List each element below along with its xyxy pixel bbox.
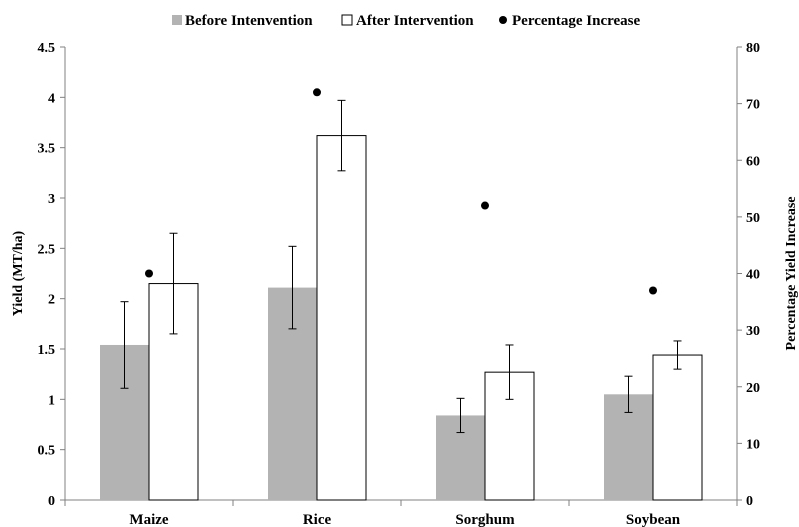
left-tick-label: 1.5 — [38, 343, 56, 358]
left-tick-label: 0 — [48, 494, 55, 509]
left-tick-label: 1 — [48, 393, 55, 408]
legend-swatch-after — [341, 14, 353, 26]
percentage-increase-point — [145, 269, 153, 278]
left-tick-label: 4 — [48, 91, 55, 106]
left-tick-label: 3.5 — [38, 142, 56, 157]
right-tick-label: 0 — [746, 494, 753, 509]
left-tick-label: 4.5 — [38, 41, 56, 56]
category-label: Rice — [303, 512, 332, 527]
left-tick-label: 3 — [48, 192, 55, 207]
right-tick-label: 60 — [746, 154, 760, 169]
right-tick-label: 40 — [746, 268, 760, 283]
right-tick-label: 10 — [746, 437, 760, 452]
right-tick-label: 70 — [746, 98, 760, 113]
left-tick-label: 0.5 — [38, 444, 56, 459]
right-tick-label: 80 — [746, 41, 760, 56]
percentage-increase-point — [481, 201, 489, 210]
right-tick-label: 50 — [746, 211, 760, 226]
left-tick-label: 2.5 — [38, 242, 56, 257]
legend-swatch-before — [172, 15, 182, 25]
legend-label-after: After Intervention — [356, 13, 474, 29]
percentage-increase-point — [649, 286, 657, 295]
category-label: Sorghum — [455, 512, 515, 527]
category-label: Soybean — [626, 512, 681, 527]
legend: Before Intenvention After Intervention Per… — [172, 13, 640, 29]
right-tick-label: 30 — [746, 324, 760, 339]
bars — [100, 135, 703, 501]
bar-after-intervention — [652, 354, 703, 501]
legend-marker-percentage — [499, 16, 507, 24]
bar-after-intervention — [316, 135, 367, 501]
left-axis-title: Yield (MT/ha) — [11, 230, 26, 316]
right-axis-title: Percentage Yield Increase — [784, 197, 799, 351]
left-tick-label: 2 — [48, 293, 55, 308]
percentage-increase-point — [313, 88, 321, 97]
error-bars — [120, 99, 682, 434]
legend-label-percentage: Percentage Increase — [512, 13, 640, 29]
labels: 0 0.5 1 1.5 2 2.5 3 3.5 4 4.5 0 10 20 30 40 50 60 70 80 Mai… — [11, 41, 799, 527]
percentage-points — [145, 88, 657, 295]
legend-label-before: Before Intenvention — [185, 13, 313, 29]
right-tick-label: 20 — [746, 381, 760, 396]
category-label: Maize — [129, 512, 168, 527]
